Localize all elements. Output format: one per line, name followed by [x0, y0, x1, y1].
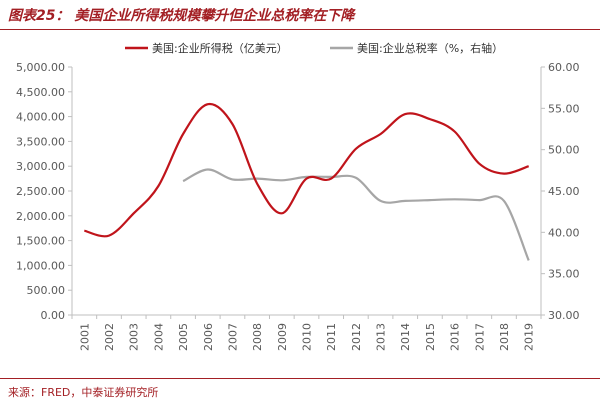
x-tick-label: 2009 — [276, 323, 289, 351]
x-tick-label: 2019 — [523, 323, 536, 351]
left-tick-label: 3,500.00 — [16, 135, 65, 148]
x-tick-label: 2015 — [424, 323, 437, 351]
x-tick-label: 2007 — [226, 323, 239, 351]
x-tick-label: 2008 — [251, 323, 264, 351]
legend-label-corporate-tax: 美国:企业所得税（亿美元） — [152, 41, 288, 55]
right-tick-label: 35.00 — [548, 268, 580, 281]
x-tick-label: 2001 — [78, 323, 91, 351]
right-tick-label: 40.00 — [548, 226, 580, 239]
x-tick-label: 2005 — [177, 323, 190, 351]
left-tick-label: 2,500.00 — [16, 185, 65, 198]
right-tick-label: 45.00 — [548, 185, 580, 198]
right-tick-label: 50.00 — [548, 144, 580, 157]
x-tick-label: 2016 — [449, 323, 462, 351]
left-tick-label: 0.00 — [41, 309, 66, 322]
x-tick-label: 2003 — [128, 323, 141, 351]
x-tick-label: 2004 — [152, 323, 165, 351]
left-tick-label: 2,000.00 — [16, 210, 65, 223]
legend-label-tax-rate: 美国:企业总税率（%，右轴） — [357, 41, 503, 55]
series-line-corporate-tax — [84, 102, 530, 238]
x-tick-label: 2014 — [399, 323, 412, 351]
left-tick-label: 1,000.00 — [16, 259, 65, 272]
left-tick-label: 4,500.00 — [16, 86, 65, 99]
x-tick-label: 2012 — [350, 323, 363, 351]
source-bar: 来源：FRED，中泰证券研究所 — [0, 378, 600, 404]
x-tick-label: 2011 — [325, 323, 338, 351]
source-note: 来源：FRED，中泰证券研究所 — [8, 386, 159, 399]
series-line-tax-rate — [182, 168, 530, 261]
left-tick-label: 4,000.00 — [16, 111, 65, 124]
x-tick-label: 2010 — [301, 323, 314, 351]
x-tick-label: 2018 — [498, 323, 511, 351]
x-tick-label: 2017 — [473, 323, 486, 351]
chart: 0.00 500.00 1,000.00 1,500.00 2,000.00 2,500.… — [16, 41, 580, 351]
x-tick-label: 2002 — [103, 323, 116, 351]
chart-title: 图表25： 美国企业所得税规模攀升但企业总税率在下降 — [8, 8, 355, 24]
x-tick-label: 2006 — [202, 323, 215, 351]
right-tick-label: 55.00 — [548, 102, 580, 115]
left-tick-label: 500.00 — [27, 284, 66, 297]
left-tick-label: 5,000.00 — [16, 61, 65, 74]
left-tick-label: 1,500.00 — [16, 235, 65, 248]
title-bar: 图表25： 美国企业所得税规模攀升但企业总税率在下降 — [0, 0, 600, 30]
right-tick-label: 30.00 — [548, 309, 580, 322]
left-tick-label: 3,000.00 — [16, 160, 65, 173]
x-tick-label: 2013 — [375, 323, 388, 351]
right-tick-label: 60.00 — [548, 61, 580, 74]
